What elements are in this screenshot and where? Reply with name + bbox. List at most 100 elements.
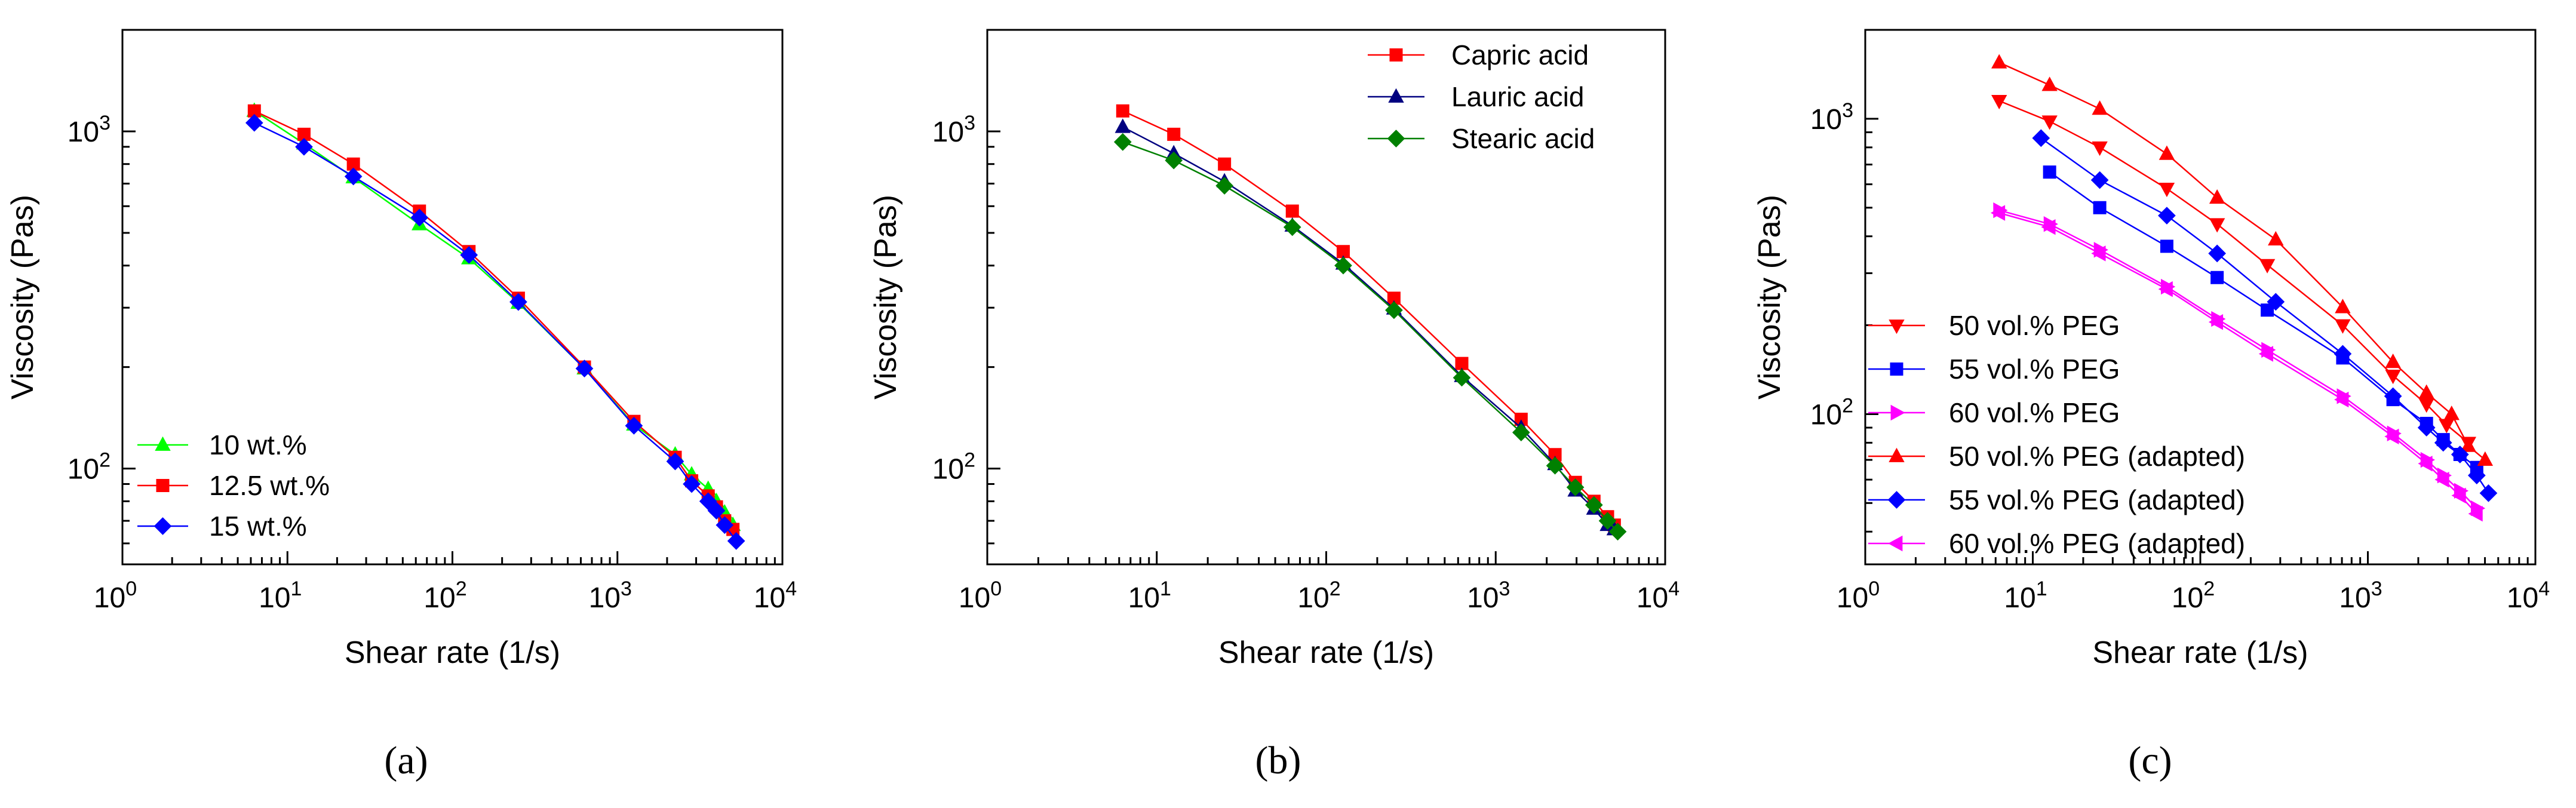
chart-2-series-0-point bbox=[2092, 141, 2108, 156]
chart-1-series-2-point bbox=[1113, 133, 1132, 151]
chart-2-series-3-point bbox=[2209, 189, 2225, 204]
chart-0-caption: (a) bbox=[384, 739, 428, 782]
chart-2-series-1-point bbox=[2210, 271, 2224, 284]
chart-0-series-2-point bbox=[727, 532, 745, 550]
chart-2-x-tick-exp: 4 bbox=[2538, 577, 2550, 600]
chart-2-x-tick-base: 10 bbox=[2507, 582, 2538, 614]
chart-2-y-tick-base: 10 bbox=[1810, 104, 1842, 136]
chart-0-legend-label: 10 wt.% bbox=[209, 429, 307, 460]
chart-0-x-tick-base: 10 bbox=[94, 582, 125, 614]
chart-2-y-tick-exp: 2 bbox=[1842, 394, 1853, 417]
chart-2-x-tick-base: 10 bbox=[1837, 582, 1868, 614]
chart-0-x-tick-exp: 1 bbox=[290, 577, 302, 600]
chart-1-series-1-point bbox=[1114, 118, 1131, 133]
chart-2-series-0-line bbox=[1998, 100, 2469, 444]
chart-2-legend-label: 50 vol.% PEG (adapted) bbox=[1949, 441, 2245, 472]
chart-0-series-2-point bbox=[707, 502, 726, 520]
chart-2-series-5-point bbox=[2158, 281, 2173, 297]
chart-1-x-tick-exp: 2 bbox=[1330, 577, 1341, 600]
chart-2-series-5-point bbox=[2208, 314, 2224, 330]
chart-1-series-2-point bbox=[1165, 151, 1183, 170]
chart-2-series-5-point bbox=[2041, 219, 2056, 235]
chart-0-series-2-point bbox=[460, 246, 478, 264]
chart-0-series-2-point bbox=[666, 452, 684, 471]
chart-1-caption: (b) bbox=[1255, 739, 1301, 782]
chart-0-series-2-point bbox=[245, 113, 263, 132]
chart-1-legend-marker bbox=[1387, 130, 1405, 148]
chart-0-legend-marker bbox=[153, 517, 172, 535]
chart-1-series-2-point bbox=[1598, 512, 1617, 530]
chart-0-series-0-line bbox=[254, 110, 734, 526]
chart-1-y-tick-exp: 3 bbox=[964, 112, 975, 134]
chart-0-y-axis-label: Viscosity (Pas) bbox=[5, 195, 40, 400]
chart-2-legend-label: 60 vol.% PEG (adapted) bbox=[1949, 528, 2245, 559]
chart-1-series-0-point bbox=[1548, 448, 1562, 462]
chart-0-legend-label: 15 wt.% bbox=[209, 511, 307, 542]
chart-1-x-tick-label: 102 bbox=[1297, 577, 1340, 614]
chart-2-x-tick-base: 10 bbox=[2172, 582, 2203, 614]
chart-2-series-3-point bbox=[2041, 76, 2058, 91]
chart-2-y-axis-label: Viscosity (Pas) bbox=[1752, 195, 1787, 400]
chart-1-x-tick-label: 100 bbox=[959, 577, 1002, 614]
chart-2-series-4-point bbox=[2208, 244, 2227, 263]
chart-1-x-tick-exp: 4 bbox=[1668, 577, 1680, 600]
chart-2-legend-label: 60 vol.% PEG bbox=[1949, 397, 2120, 428]
chart-0-series-2-point bbox=[716, 516, 734, 534]
chart-1-series-1-line bbox=[1122, 126, 1615, 530]
chart-2-legend-label: 50 vol.% PEG bbox=[1949, 310, 2120, 341]
chart-2-series-4-point bbox=[2451, 446, 2469, 463]
chart-2-x-tick-base: 10 bbox=[2004, 582, 2035, 614]
chart-0-y-tick-label: 102 bbox=[67, 449, 110, 486]
chart-2-y-tick-exp: 3 bbox=[1842, 99, 1853, 122]
chart-1-series-2-point bbox=[1546, 456, 1564, 475]
chart-2-legend-label: 55 vol.% PEG bbox=[1949, 354, 2120, 385]
chart-2-series-0-point bbox=[2439, 419, 2455, 434]
chart-2-series-1-point bbox=[2261, 303, 2274, 317]
chart-2-caption: (c) bbox=[2128, 739, 2172, 782]
chart-2-series-4-point bbox=[2417, 419, 2436, 437]
chart-2-series-3-point bbox=[2092, 100, 2108, 115]
chart-0-series-1-point bbox=[346, 157, 360, 171]
chart-2-series-3-point bbox=[2385, 354, 2401, 368]
chart-0-x-tick-label: 103 bbox=[589, 577, 632, 614]
chart-2-x-axis-label: Shear rate (1/s) bbox=[2092, 635, 2308, 670]
chart-2-series-5-point bbox=[2384, 428, 2399, 445]
chart-1-series-0-point bbox=[1455, 357, 1469, 370]
chart-2-series-0-point bbox=[2259, 259, 2276, 274]
chart-1-series-0-line bbox=[1122, 110, 1615, 526]
chart-2-series-3-point bbox=[2335, 299, 2351, 314]
chart-2-y-tick-label: 103 bbox=[1810, 99, 1853, 136]
chart-0-x-tick-base: 10 bbox=[754, 582, 785, 614]
chart-0-x-tick-exp: 3 bbox=[621, 577, 632, 600]
chart-2-series-4-point bbox=[2090, 171, 2109, 189]
chart-1-x-tick-base: 10 bbox=[1128, 582, 1160, 614]
chart-2-series-5-point bbox=[1990, 205, 2006, 221]
chart-0-series-2-point bbox=[410, 208, 429, 227]
chart-2-series-5-point bbox=[2091, 245, 2106, 262]
chart-0-series-2-point bbox=[683, 475, 701, 493]
chart-2-series-4-point bbox=[2384, 387, 2402, 405]
chart-2-x-tick-label: 102 bbox=[2172, 577, 2215, 614]
chart-2-series-4-point bbox=[2267, 293, 2285, 311]
chart-2-series-1-point bbox=[2093, 201, 2107, 214]
chart-0-x-tick-exp: 0 bbox=[125, 577, 137, 600]
chart-2-series-5-point bbox=[2418, 456, 2433, 472]
chart-1-y-axis-label: Viscosity (Pas) bbox=[868, 195, 903, 400]
chart-2-x-tick-exp: 0 bbox=[1868, 577, 1880, 600]
chart-2-series-0-point bbox=[2159, 182, 2175, 198]
chart-2-legend-marker bbox=[1889, 319, 1905, 334]
chart-0-y-tick-exp: 3 bbox=[99, 112, 110, 134]
chart-2-legend-label: 55 vol.% PEG (adapted) bbox=[1949, 484, 2245, 515]
chart-2-series-0-point bbox=[2418, 398, 2434, 413]
chart-2-series-3-point bbox=[2460, 437, 2476, 452]
chart-2-series-4-point bbox=[2479, 484, 2498, 502]
chart-2-series-5-point bbox=[2334, 391, 2349, 408]
chart-2-series-1-point bbox=[2043, 165, 2056, 179]
chart-2-series-0-point bbox=[2041, 115, 2058, 130]
chart-0-x-tick-base: 10 bbox=[423, 582, 455, 614]
chart-0-legend-marker bbox=[155, 436, 171, 451]
chart-2-series-4-point bbox=[2032, 129, 2050, 148]
chart-1-x-tick-base: 10 bbox=[959, 582, 990, 614]
chart-1-x-tick-base: 10 bbox=[1297, 582, 1329, 614]
chart-1-x-tick-label: 101 bbox=[1128, 577, 1171, 614]
